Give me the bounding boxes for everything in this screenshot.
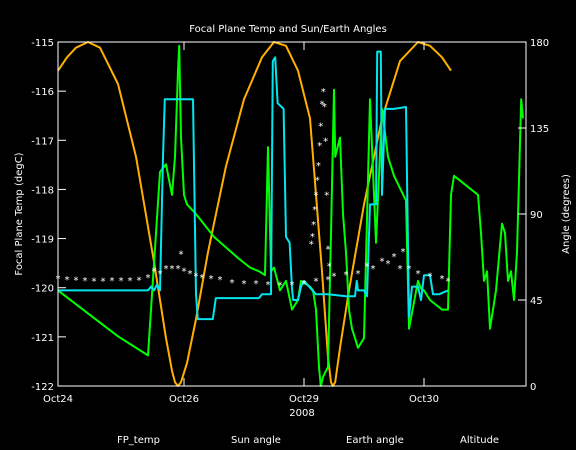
series-point-fp-temp-spike: * [311,220,316,231]
plot-series: * * * * * * * * * * ** * * * *** * * * * * * * * * * * * * * * * ** ** **… [56,41,524,387]
series-point-fp-temp: * [182,267,187,278]
series-point-fp-temp-spike: * [312,205,317,216]
right-tick-label: 45 [530,296,543,307]
series-point-fp-temp-spike: * [320,99,325,110]
series-point-fp-temp: * [176,264,181,275]
x-tick-label: Oct26 [169,394,199,405]
series-point-fp-temp: * [356,269,361,280]
series-point-fp-temp: * [242,279,247,290]
series-point-fp-temp: * [254,279,259,290]
series-point-fp-temp-spike: * [314,190,319,201]
series-point-fp-temp: * [302,279,307,290]
x-tick-label: Oct30 [409,394,439,405]
series-point-fp-temp: * [326,275,331,286]
series-point-fp-temp: * [380,257,385,268]
series-point-fp-temp: * [332,271,337,282]
x-tick-label: Oct24 [43,394,73,405]
series-point-fp-temp: * [65,275,70,286]
left-tick-label: -121 [31,333,54,344]
series-point-fp-temp: * [386,259,391,270]
left-tick-label: -120 [31,284,54,295]
chart-title: Focal Plane Temp and Sun/Earth Angles [189,24,387,35]
series-point-fp-temp: * [290,280,295,291]
legend-altitude: Altitude [460,435,499,446]
series-point-fp-temp: * [344,270,349,281]
left-tick-label: -115 [31,38,54,49]
series-point-fp-temp: * [440,274,445,285]
series-point-fp-temp: * [119,276,124,287]
series-point-fp-temp: * [137,275,142,286]
legend-sun-angle: Sun angle [231,435,281,446]
series-point-fp-temp: * [194,271,199,282]
series-point-fp-temp: * [416,269,421,280]
series-point-fp-temp: * [218,275,223,286]
series-point-fp-temp: * [392,252,397,263]
series-point-fp-temp-spike: * [315,176,320,187]
left-axis-label: Focal Plane Temp (degC) [14,152,25,275]
left-tick-label: -119 [31,235,54,246]
series-point-fp-temp: * [278,280,283,291]
series-point-fp-temp: * [398,264,403,275]
series-point-fp-temp: * [200,273,205,284]
x-axis-label: 2008 [289,408,314,419]
series-point-fp-temp-spike: * [324,190,329,201]
left-tick-label: -122 [31,382,54,393]
series-point-fp-temp-spike: * [321,87,326,98]
series-point-fp-temp: * [83,276,88,287]
legend-earth-angle: Earth angle [346,435,404,446]
bottom-axis: Oct24 Oct26 Oct29 Oct30 [43,42,439,405]
series-point-fp-temp: * [92,276,97,287]
series-point-fp-temp-spike: * [318,122,323,133]
series-point-fp-temp: * [209,274,214,285]
series-point-fp-temp: * [428,271,433,282]
x-tick-label: Oct29 [289,394,319,405]
series-point-fp-temp: * [179,249,184,260]
series-point-fp-temp: * [230,278,235,289]
right-axis: 180 135 90 45 0 [518,38,549,393]
left-tick-label: -118 [31,185,54,196]
series-point-fp-temp: * [146,273,151,284]
series-point-fp-temp-spike: * [323,136,328,147]
series-point-fp-temp-spike: * [326,244,331,255]
series-point-fp-temp-spike: * [310,232,315,243]
left-tick-label: -116 [31,87,54,98]
series-point-fp-temp-spike: * [322,102,327,113]
series-line-sun-angle [58,50,449,321]
series-point-fp-temp-spike: * [316,161,321,172]
series-point-fp-temp: * [401,247,406,258]
series-point-fp-temp: * [74,275,79,286]
series-point-fp-temp: * [158,269,163,280]
series-point-fp-temp: * [101,276,106,287]
series-line-earth-angle [57,44,524,387]
series-point-fp-temp: * [266,280,271,291]
right-tick-label: 90 [530,210,543,221]
series-point-fp-temp-spike: * [317,141,322,152]
series-point-fp-temp: * [446,276,451,287]
series-point-fp-temp: * [164,264,169,275]
series-point-fp-temp: * [407,264,412,275]
series-point-fp-temp: * [128,276,133,287]
right-tick-label: 135 [530,124,549,135]
left-tick-label: -117 [31,136,54,147]
series-point-fp-temp: * [188,269,193,280]
left-axis: -115 -116 -117 -118 -119 -120 -121 -122 [31,38,66,393]
series-point-fp-temp: * [110,276,115,287]
series-point-fp-temp-spike: * [327,262,332,273]
right-tick-label: 0 [530,382,536,393]
legend: FP_temp Sun angle Earth angle Altitude [117,435,499,446]
right-tick-label: 180 [530,38,549,49]
right-axis-label: Angle (degrees) [561,174,572,254]
series-point-fp-temp: * [152,267,157,278]
series-line-altitude [57,41,452,387]
series-point-fp-temp: * [314,276,319,287]
series-point-fp-temp: * [371,264,376,275]
legend-fp-temp: FP_temp [117,435,160,446]
series-point-fp-temp: * [170,264,175,275]
series-point-fp-temp: * [365,262,370,273]
series-point-fp-temp-spike: * [309,239,314,250]
